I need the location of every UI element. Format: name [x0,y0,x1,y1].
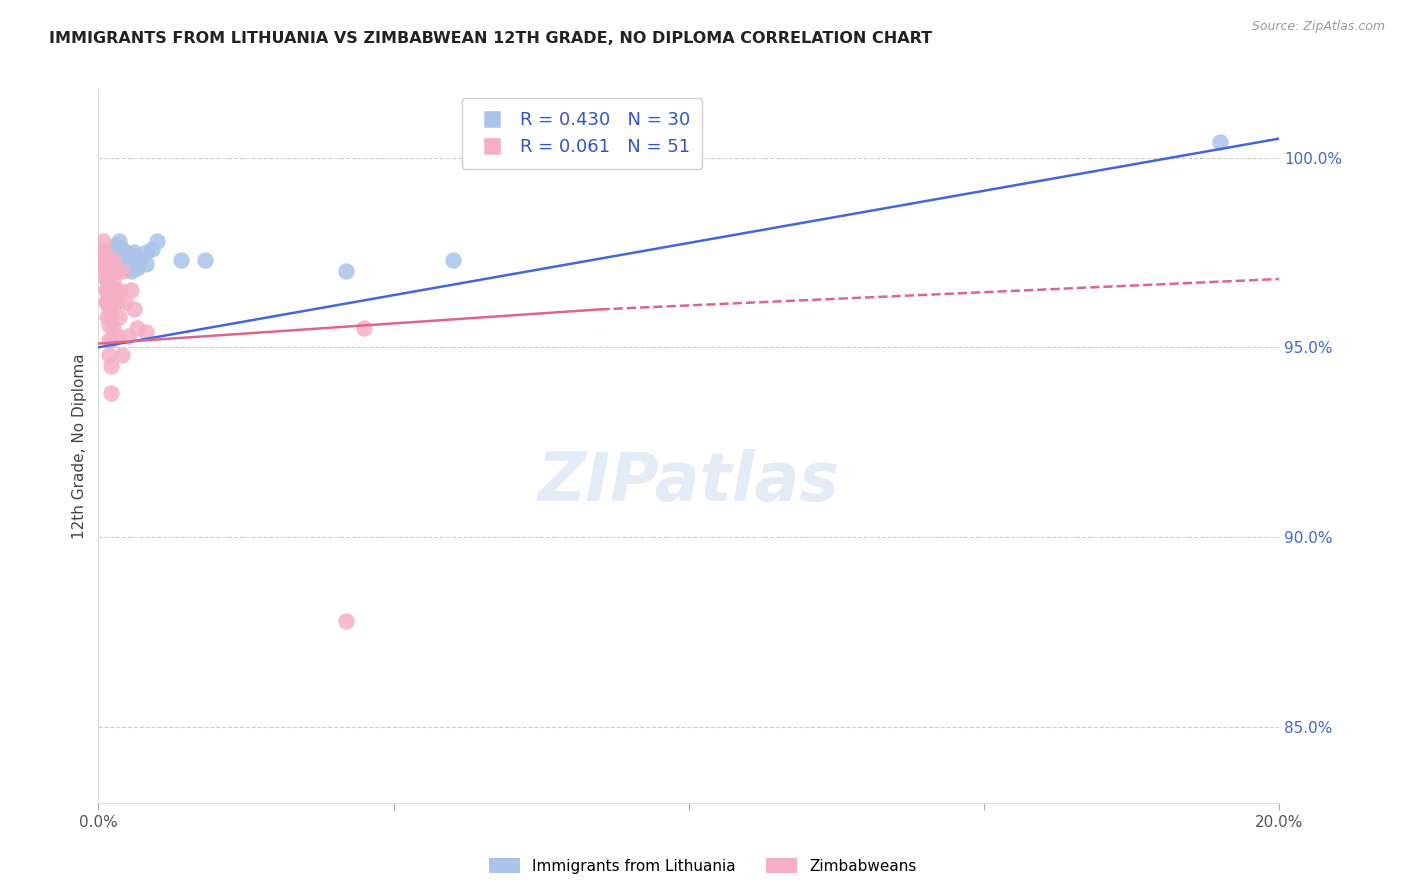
Point [98,318,121,332]
Point [100,359,122,374]
Point [98,268,121,283]
Point [108,284,131,298]
Point [114,257,136,271]
Point [125,260,148,275]
Point [441,252,464,267]
Point [98,302,121,317]
Point [93,245,115,260]
Point [117,329,139,343]
Point [100,385,122,400]
Point [135,257,157,271]
Point [96,294,118,309]
Point [97,276,120,290]
Point [111,348,134,362]
Point [103,294,125,309]
Point [170,252,193,267]
Point [96,310,118,324]
Point [105,237,128,252]
Point [114,294,136,309]
Point [105,329,128,343]
Point [94,284,117,298]
Point [98,333,121,347]
Point [105,249,128,263]
Point [122,245,145,260]
Point [100,264,122,278]
Point [120,264,142,278]
Point [103,272,125,286]
Text: IMMIGRANTS FROM LITHUANIA VS ZIMBABWEAN 12TH GRADE, NO DIPLOMA CORRELATION CHART: IMMIGRANTS FROM LITHUANIA VS ZIMBABWEAN … [49,31,932,46]
Point [108,257,131,271]
Point [105,294,128,309]
Point [97,264,120,278]
Point [117,260,139,275]
Point [97,252,120,267]
Point [98,287,121,301]
Point [120,252,142,267]
Point [111,264,134,278]
Point [335,264,357,278]
Point [141,242,163,256]
Point [98,302,121,317]
Legend: R = 0.430   N = 30, R = 0.061   N = 51: R = 0.430 N = 30, R = 0.061 N = 51 [461,98,703,169]
Point [194,252,217,267]
Text: Source: ZipAtlas.com: Source: ZipAtlas.com [1251,20,1385,33]
Point [135,245,157,260]
Point [120,284,142,298]
Point [122,302,145,317]
Point [100,333,122,347]
Point [122,257,145,271]
Point [103,252,125,267]
Point [111,242,134,256]
Point [108,310,131,324]
Point [100,310,122,324]
Point [103,245,125,260]
Point [146,234,169,248]
Point [98,284,121,298]
Point [125,321,148,335]
Y-axis label: 12th Grade, No Diploma: 12th Grade, No Diploma [72,353,87,539]
Point [1209,136,1232,150]
Point [135,325,157,339]
Point [96,284,118,298]
Point [103,321,125,335]
Point [93,257,115,271]
Point [93,264,115,278]
Point [335,614,357,628]
Point [353,321,375,335]
Point [128,252,150,267]
Point [100,284,122,298]
Point [90,252,112,267]
Point [98,348,121,362]
Point [117,249,139,263]
Point [125,249,148,263]
Point [96,272,118,286]
Point [96,257,118,271]
Text: ZIPatlas: ZIPatlas [538,449,839,515]
Point [105,264,128,278]
Point [108,234,131,248]
Point [94,272,117,286]
Point [111,252,134,267]
Point [114,245,136,260]
Legend: Immigrants from Lithuania, Zimbabweans: Immigrants from Lithuania, Zimbabweans [484,852,922,880]
Point [90,242,112,256]
Point [94,294,117,309]
Point [108,245,131,260]
Point [91,234,114,248]
Point [104,284,127,298]
Point [98,257,121,271]
Point [103,257,125,271]
